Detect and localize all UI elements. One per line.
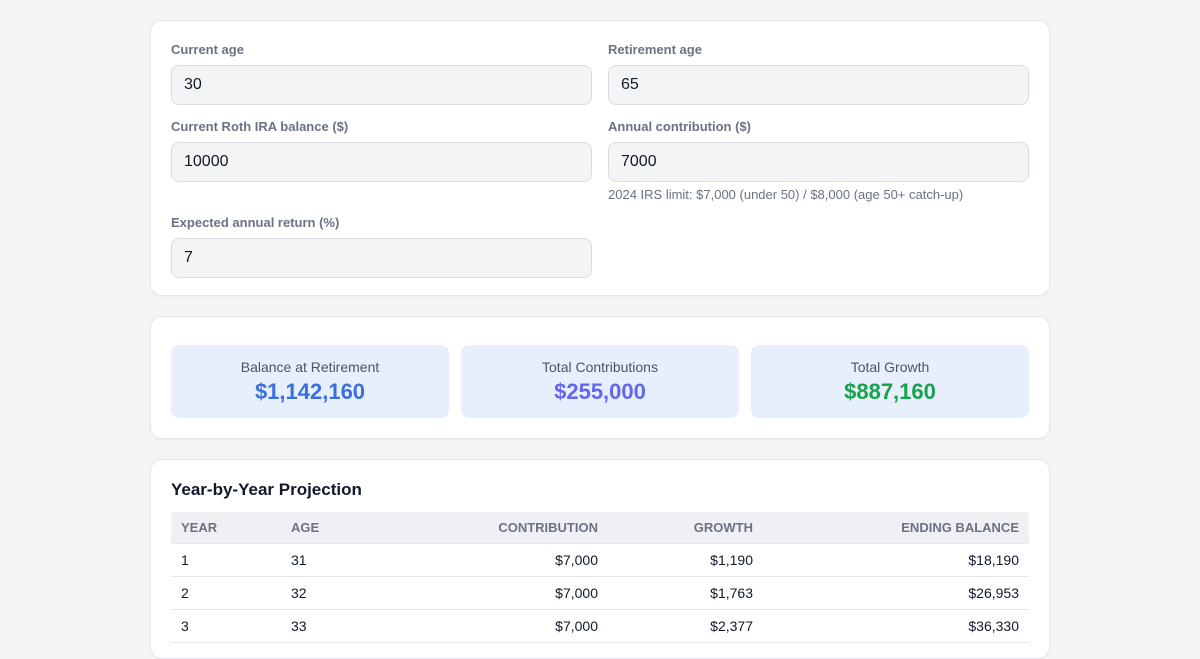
contribution-group: Annual contribution ($) 7000 2024 IRS li… [608, 118, 1029, 202]
projection-table: Year Age Contribution Growth Ending Bala… [171, 512, 1029, 643]
ending-balance-cell: $26,953 [763, 576, 1029, 610]
retirement-age-label: Retirement age [608, 42, 702, 57]
year-cell: 1 [171, 543, 281, 577]
return-rate-label: Expected annual return (%) [171, 215, 340, 230]
balance-at-retirement-stat: Balance at Retirement $1,142,160 [171, 345, 449, 418]
growth-cell: $2,377 [608, 609, 763, 643]
stat-label: Total Growth [850, 359, 930, 375]
growth-cell: $1,190 [608, 543, 763, 577]
year-cell: 2 [171, 576, 281, 610]
summary-card: Balance at Retirement $1,142,160 Total C… [150, 316, 1050, 439]
column-header: Contribution [401, 512, 608, 544]
retirement-age-input[interactable]: 65 [608, 65, 1029, 105]
balance-group: Current Roth IRA balance ($) 10000 [171, 118, 592, 182]
contribution-limit-hint: 2024 IRS limit: $7,000 (under 50) / $8,0… [608, 187, 964, 202]
table-row: 3 33 $7,000 $2,377 $36,330 [171, 609, 1029, 643]
age-cell: 33 [281, 609, 401, 643]
year-cell: 3 [171, 609, 281, 643]
total-growth-stat: Total Growth $887,160 [751, 345, 1029, 418]
balance-label: Current Roth IRA balance ($) [171, 119, 349, 134]
contribution-cell: $7,000 [401, 543, 608, 577]
retirement-age-group: Retirement age 65 [608, 41, 1029, 105]
contribution-input[interactable]: 7000 [608, 142, 1029, 182]
inputs-card: Current age 30 Retirement age 65 Current… [150, 20, 1050, 296]
ending-balance-cell: $36,330 [763, 609, 1029, 643]
projection-title: Year-by-Year Projection [171, 480, 362, 499]
current-age-label: Current age [171, 42, 244, 57]
stat-value: $1,142,160 [254, 379, 366, 404]
table-header-row: Year Age Contribution Growth Ending Bala… [171, 512, 1029, 544]
return-rate-group: Expected annual return (%) 7 [171, 214, 592, 278]
current-age-group: Current age 30 [171, 41, 592, 105]
contribution-label: Annual contribution ($) [608, 119, 751, 134]
column-header: Year [171, 512, 281, 544]
stat-label: Total Contributions [542, 359, 658, 375]
column-header: Ending Balance [763, 512, 1029, 544]
balance-input[interactable]: 10000 [171, 142, 592, 182]
total-contributions-stat: Total Contributions $255,000 [461, 345, 739, 418]
table-row: 1 31 $7,000 $1,190 $18,190 [171, 543, 1029, 577]
return-rate-input[interactable]: 7 [171, 238, 592, 278]
column-header: Age [281, 512, 401, 544]
age-cell: 32 [281, 576, 401, 610]
contribution-cell: $7,000 [401, 576, 608, 610]
growth-cell: $1,763 [608, 576, 763, 610]
table-row: 2 32 $7,000 $1,763 $26,953 [171, 576, 1029, 610]
column-header: Growth [608, 512, 763, 544]
stat-value: $887,160 [844, 379, 936, 404]
projection-card: Year-by-Year Projection Year Age Contrib… [150, 459, 1050, 659]
current-age-input[interactable]: 30 [171, 65, 592, 105]
stat-value: $255,000 [554, 379, 646, 404]
contribution-cell: $7,000 [401, 609, 608, 643]
stat-label: Balance at Retirement [240, 359, 380, 375]
age-cell: 31 [281, 543, 401, 577]
ending-balance-cell: $18,190 [763, 543, 1029, 577]
